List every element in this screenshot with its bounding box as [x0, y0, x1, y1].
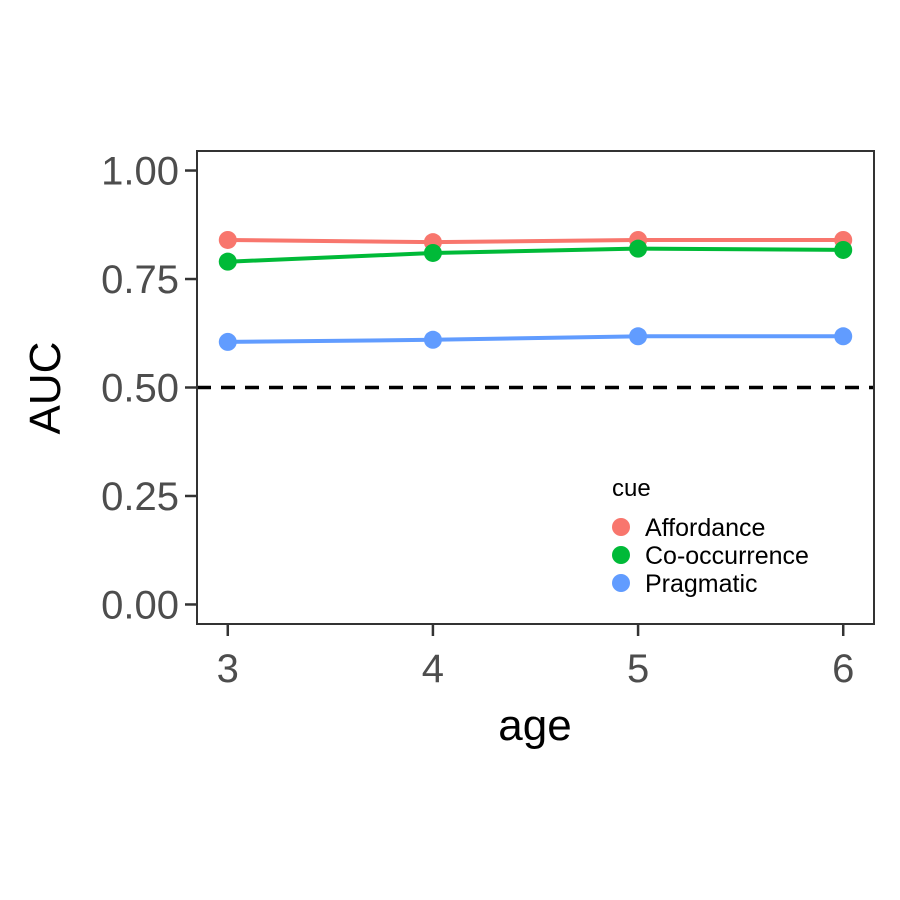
data-point-co-occurrence-3: [218, 252, 237, 271]
legend-label-pragmatic: Pragmatic: [645, 570, 758, 598]
legend-label-affordance: Affordance: [645, 514, 765, 542]
data-point-co-occurrence-5: [629, 239, 648, 258]
legend-title: cue: [612, 475, 651, 502]
data-point-co-occurrence-6: [834, 240, 853, 259]
y-tick-label: 0.00: [101, 583, 179, 627]
y-tick-label: 1.00: [101, 150, 179, 194]
x-axis-title: age: [498, 701, 571, 750]
legend-key-affordance: [612, 518, 630, 536]
x-tick-label: 4: [422, 647, 444, 691]
y-tick-label: 0.50: [101, 367, 179, 411]
plot-area: [197, 230, 874, 390]
data-point-affordance-3: [218, 230, 237, 249]
data-point-pragmatic-6: [834, 327, 853, 346]
x-tick-label: 3: [217, 647, 239, 691]
data-point-co-occurrence-4: [423, 243, 442, 262]
legend-key-co-occurrence: [612, 546, 630, 564]
x-tick-label: 6: [832, 647, 854, 691]
data-point-pragmatic-5: [629, 327, 648, 346]
x-tick-label: 5: [627, 647, 649, 691]
y-tick-label: 0.25: [101, 475, 179, 519]
series-line-affordance: [227, 238, 844, 245]
y-tick-label: 0.75: [101, 258, 179, 302]
axes: 0.00 0.25 0.50 0.75 1.00 3 4 5 6: [101, 150, 875, 691]
series-line-pragmatic: [227, 334, 844, 344]
legend-key-pragmatic: [612, 574, 630, 592]
data-point-pragmatic-3: [218, 332, 237, 351]
data-point-pragmatic-4: [423, 330, 442, 349]
y-axis-title: AUC: [21, 342, 70, 435]
series-line-co-occurrence: [227, 246, 844, 264]
legend-label-co-occurrence: Co-occurrence: [645, 542, 809, 570]
